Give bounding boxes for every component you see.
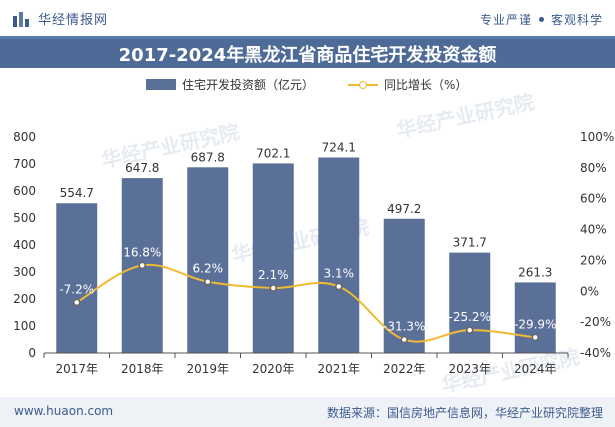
chart-legend: 住宅开发投资额（亿元） 同比增长（%） (0, 76, 615, 96)
growth-point (531, 333, 539, 342)
x-tick-label: 2019年 (186, 362, 229, 376)
growth-point (204, 277, 212, 286)
y-left-tick-label: 200 (13, 292, 36, 306)
footer-url-link[interactable]: www.huaon.com (14, 404, 114, 418)
legend-item-bar[interactable]: 住宅开发投资额（亿元） (146, 76, 314, 93)
bar-value-label: 724.1 (322, 140, 356, 154)
bar (56, 203, 98, 353)
growth-line (76, 263, 536, 343)
y-left-tick-label: 300 (13, 265, 36, 279)
legend-item-line[interactable]: 同比增长（%） (348, 76, 467, 93)
growth-value-label: 3.1% (324, 267, 355, 281)
y-left-tick-label: 400 (13, 238, 36, 252)
bar-value-label: 647.8 (125, 161, 159, 175)
brand-logo-icon (13, 11, 29, 27)
y-left-tick-label: 500 (13, 211, 36, 225)
brand[interactable]: 华经情报网 (12, 9, 108, 28)
growth-point (138, 261, 146, 270)
growth-point (335, 282, 343, 291)
growth-value-label: -7.2% (59, 282, 94, 296)
y-left-tick-label: 100 (13, 319, 36, 333)
legend-bar-swatch-icon (146, 79, 176, 90)
bar-value-label: 261.3 (518, 265, 552, 279)
legend-bar-label: 住宅开发投资额（亿元） (182, 78, 315, 92)
bar-value-label: 687.8 (191, 150, 225, 164)
title-bar-accent (0, 36, 615, 39)
x-tick-label: 2023年 (448, 362, 491, 376)
y-left-tick-label: 700 (13, 157, 36, 171)
title-bar: 2017-2024年黑龙江省商品住宅开发投资金额 (0, 36, 615, 68)
y-right-tick-label: -20% (580, 315, 611, 329)
tagline: 专业严谨 客观科学 (480, 11, 603, 28)
y-right-tick-label: -40% (580, 346, 611, 360)
y-left-tick-label: 600 (13, 184, 36, 198)
y-right-tick-label: 40% (580, 223, 607, 237)
chart-title: 2017-2024年黑龙江省商品住宅开发投资金额 (118, 45, 497, 66)
bar-value-label: 554.7 (60, 186, 94, 200)
bar (449, 252, 491, 353)
x-tick-label: 2021年 (317, 362, 360, 376)
growth-value-label: -31.3% (383, 320, 425, 334)
x-tick-label: 2018年 (121, 362, 164, 376)
bar (514, 282, 556, 353)
legend-line-label: 同比增长（%） (384, 78, 468, 92)
x-tick-label: 2017年 (55, 362, 98, 376)
top-bar: 华经情报网 专业严谨 客观科学 (0, 0, 615, 36)
bar-value-label: 497.2 (387, 202, 421, 216)
bar-value-label: 702.1 (256, 146, 290, 160)
tagline-dot-icon (538, 17, 544, 22)
y-left-tick-label: 800 (13, 130, 36, 144)
bar (318, 157, 360, 353)
y-right-tick-label: 60% (580, 192, 607, 206)
footer: www.huaon.com 数据来源：国信房地产信息网，华经产业研究院整理 (0, 397, 615, 427)
growth-value-label: -29.9% (514, 317, 556, 331)
tagline-left: 专业严谨 (479, 13, 532, 27)
growth-point (269, 284, 277, 292)
growth-point (400, 335, 408, 344)
growth-value-label: 16.8% (123, 245, 161, 259)
y-right-tick-label: 100% (580, 130, 614, 144)
brand-name: 华经情报网 (38, 13, 109, 28)
tagline-right: 客观科学 (550, 13, 603, 27)
y-left-tick-label: 0 (28, 346, 36, 360)
bar-value-label: 371.7 (453, 236, 487, 250)
footer-source: 数据来源：国信房地产信息网，华经产业研究院整理 (326, 406, 603, 420)
growth-point (73, 298, 81, 307)
growth-value-label: 6.2% (193, 262, 224, 276)
y-right-tick-label: 80% (580, 161, 607, 175)
legend-line-swatch-icon (348, 79, 378, 91)
x-tick-label: 2022年 (383, 362, 426, 376)
y-right-tick-label: 0% (580, 284, 599, 298)
x-tick-label: 2024年 (514, 362, 557, 376)
y-right-tick-label: 20% (580, 253, 607, 267)
bar (252, 163, 294, 353)
bar (187, 167, 229, 353)
x-tick-label: 2020年 (252, 362, 295, 376)
growth-value-label: -25.2% (449, 310, 491, 324)
growth-point (466, 326, 474, 334)
growth-value-label: 2.1% (258, 268, 289, 282)
